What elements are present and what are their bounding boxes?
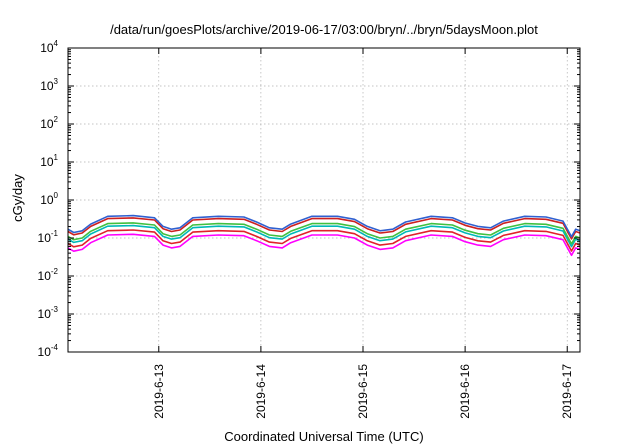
series-group: [67, 214, 581, 257]
y-tick-label: 102: [40, 115, 58, 131]
y-axis-label: cGy/day: [10, 174, 25, 222]
x-tick-label: 2019-6-17: [560, 364, 574, 419]
series-line: [67, 224, 581, 248]
y-tick-base: 10: [40, 193, 54, 207]
y-tick-label: 104: [40, 39, 58, 55]
y-tick-exponent: -3: [51, 305, 59, 314]
x-tick-labels: 2019-6-13 2019-6-14 2019-6-15 2019-6-16 2019…: [152, 364, 574, 419]
y-tick-label: 103: [40, 77, 58, 93]
y-tick-base: 10: [40, 117, 54, 131]
y-tick-label: 10-1: [38, 229, 59, 245]
y-tick-base: 10: [40, 155, 54, 169]
y-tick-exponent: -4: [51, 343, 59, 352]
y-tick-exponent: 2: [54, 115, 59, 124]
y-tick-base: 10: [38, 345, 52, 359]
y-tick-exponent: -1: [51, 229, 59, 238]
y-tick-exponent: 0: [54, 191, 59, 200]
y-tick-base: 10: [40, 41, 54, 55]
x-tick-label: 2019-6-15: [356, 364, 370, 419]
y-tick-exponent: -2: [51, 267, 59, 276]
chart-title: /data/run/goesPlots/archive/2019-06-17/0…: [110, 22, 538, 37]
x-tick-label: 2019-6-14: [254, 364, 268, 419]
y-tick-exponent: 3: [54, 77, 59, 86]
gridlines: [68, 48, 580, 352]
series-line: [67, 217, 581, 240]
y-tick-base: 10: [40, 79, 54, 93]
y-tick-base: 10: [38, 231, 52, 245]
series-line: [67, 229, 581, 252]
x-tick-label: 2019-6-16: [458, 364, 472, 419]
x-axis-label: Coordinated Universal Time (UTC): [224, 429, 423, 444]
y-tick-base: 10: [38, 269, 52, 283]
y-tick-exponent: 1: [54, 153, 59, 162]
y-tick-base: 10: [38, 307, 52, 321]
y-tick-label: 10-4: [38, 343, 59, 359]
series-line: [67, 214, 581, 238]
y-tick-label: 10-3: [38, 305, 59, 321]
y-tick-label: 100: [40, 191, 58, 207]
series-line: [67, 233, 581, 257]
tick-marks: [68, 47, 580, 353]
y-tick-exponent: 4: [54, 39, 59, 48]
x-tick-label: 2019-6-13: [152, 364, 166, 419]
y-tick-label: 101: [40, 153, 58, 169]
y-tick-label: 10-2: [38, 267, 59, 283]
series-line: [67, 222, 581, 245]
